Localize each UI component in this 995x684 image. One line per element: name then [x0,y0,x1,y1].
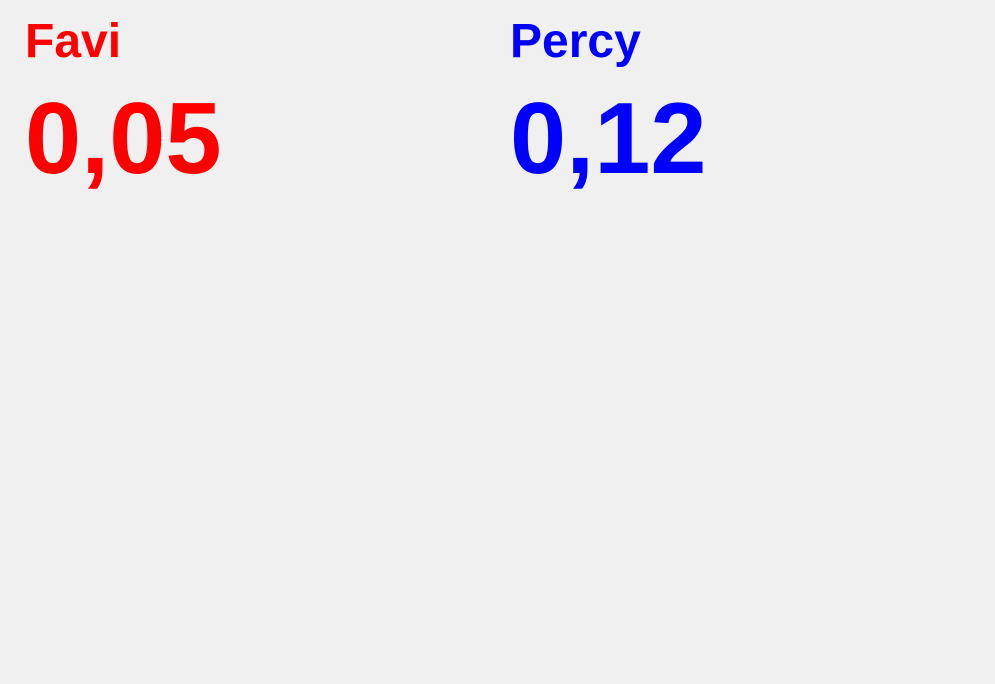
panel-percy: Percy 0,12 [510,14,707,194]
panel-favi: Favi 0,05 [25,14,222,194]
percy-value: 0,12 [510,83,707,195]
percy-label: Percy [510,15,641,68]
favi-value: 0,05 [25,83,222,195]
favi-label: Favi [25,15,122,68]
